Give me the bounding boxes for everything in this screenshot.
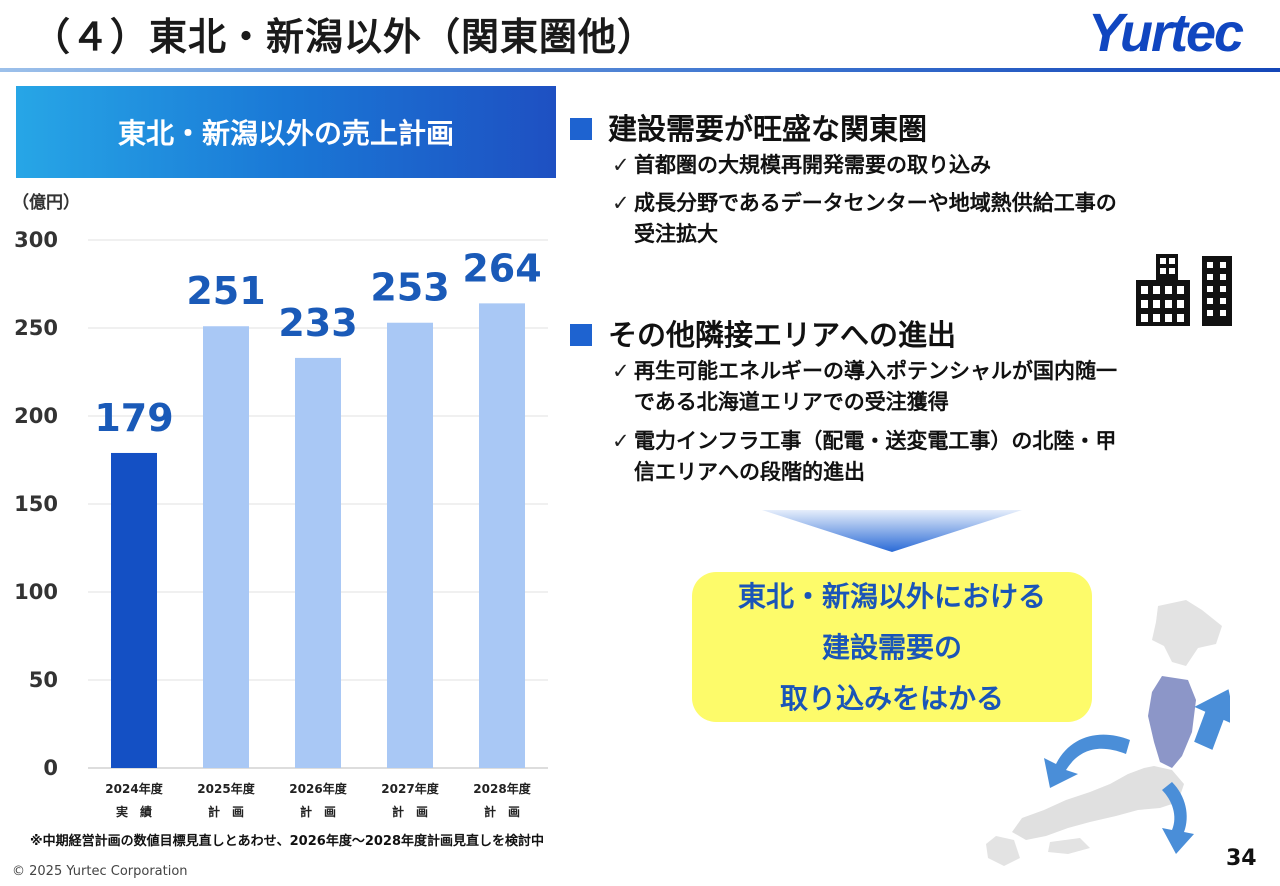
bar [479,303,525,768]
y-tick-label: 150 [14,492,58,516]
section-heading-kanto: 建設需要が旺盛な関東圏 [570,106,927,148]
x-tick-sublabel: 計 画 [484,804,520,819]
data-label: 179 [94,396,173,440]
bullet-text: 電力インフラ工事（配電・送変電工事）の北陸・甲 [634,429,1117,453]
bullet-text: 再生可能エネルギーの導入ポテンシャルが国内随一 [634,359,1117,383]
bullet-text-continued: 受注拡大 [634,222,718,246]
x-tick-sublabel: 実 績 [116,804,152,819]
y-tick-label: 300 [14,228,58,252]
x-tick-sublabel: 計 画 [300,804,336,819]
title-divider [0,68,1280,72]
callout-line: 東北・新潟以外における [737,579,1046,613]
y-tick-label: 0 [43,756,58,780]
check-icon: ✓ [612,359,630,383]
section-heading-adjacent: その他隣接エリアへの進出 [570,312,956,354]
bar [295,357,341,768]
page-title: （４）東北・新潟以外（関東圏他） [32,15,657,59]
x-tick-sublabel: 計 画 [208,804,244,819]
chart-banner: 東北・新潟以外の売上計画 [16,86,556,178]
y-tick-label: 50 [29,668,58,692]
bullet-text-continued: である北海道エリアでの受注獲得 [634,390,949,414]
japan-map-icon [986,600,1230,866]
bullet-item: ✓ 成長分野であるデータセンターや地域熱供給工事の 受注拡大 [612,188,1117,250]
x-tick-sublabel: 計 画 [392,804,428,819]
bullet-item: ✓ 電力インフラ工事（配電・送変電工事）の北陸・甲 信エリアへの段階的進出 [612,426,1117,488]
data-label: 264 [462,246,541,290]
x-tick-label: 2026年度 [289,781,347,796]
bullet-text: 成長分野であるデータセンターや地域熱供給工事の [634,191,1117,215]
check-icon: ✓ [612,429,630,453]
y-tick-label: 100 [14,580,58,604]
x-tick-label: 2028年度 [473,781,531,796]
section-heading-text: その他隣接エリアへの進出 [608,318,957,352]
x-tick-label: 2027年度 [381,781,439,796]
data-label: 253 [370,266,449,310]
check-icon: ✓ [612,191,630,215]
section-heading-text: 建設需要が旺盛な関東圏 [608,112,928,146]
page-number: 34 [1226,846,1257,871]
y-tick-label: 200 [14,404,58,428]
data-label: 251 [186,269,265,313]
square-bullet-icon [570,324,592,346]
x-tick-label: 2025年度 [197,781,255,796]
copyright: © 2025 Yurtec Corporation [12,864,188,879]
x-tick-label: 2024年度 [105,781,163,796]
square-bullet-icon [570,118,592,140]
buildings-icon [1136,254,1232,326]
callout-box: 東北・新潟以外における 建設需要の 取り込みをはかる [692,572,1092,722]
bullet-item: ✓ 再生可能エネルギーの導入ポテンシャルが国内随一 である北海道エリアでの受注獲… [612,356,1117,418]
company-logo: Yurtec [1088,3,1244,63]
chart-footnote: ※中期経営計画の数値目標見直しとあわせ、2026年度～2028年度計画見直しを検… [30,834,545,849]
bar [203,326,249,768]
bullet-text-continued: 信エリアへの段階的進出 [634,460,865,484]
down-arrow-icon [762,510,1022,552]
y-tick-label: 250 [14,316,58,340]
bullet-item: ✓ 首都圏の大規模再開発需要の取り込み [612,150,991,181]
callout-line: 取り込みをはかる [779,681,1004,715]
bar [387,322,433,768]
data-label: 233 [278,301,357,345]
callout-line: 建設需要の [821,630,962,664]
bar [111,452,157,768]
bullet-text: 首都圏の大規模再開発需要の取り込み [634,153,991,177]
chart-unit-label: （億円） [12,193,80,213]
check-icon: ✓ [612,153,630,177]
